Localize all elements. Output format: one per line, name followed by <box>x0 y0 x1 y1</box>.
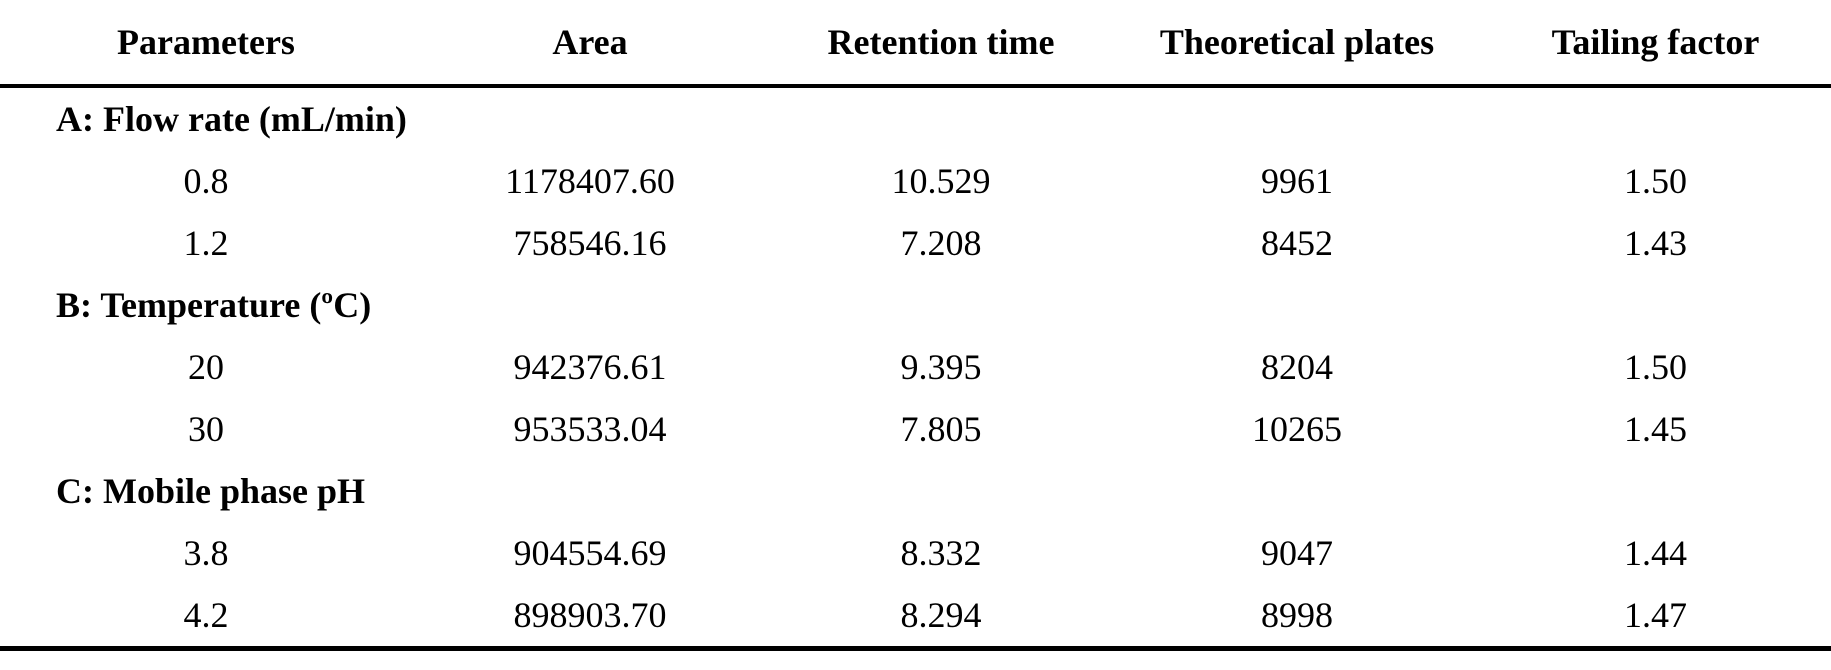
column-header-retention-time: Retention time <box>768 0 1114 88</box>
table-row: 1.2 758546.16 7.208 8452 1.43 <box>0 212 1831 274</box>
cell-theoretical-plates: 9047 <box>1261 533 1333 573</box>
cell-area: 942376.61 <box>513 347 667 387</box>
cell-parameter: 0.8 <box>183 161 229 201</box>
table-row: 30 953533.04 7.805 10265 1.45 <box>0 398 1831 460</box>
cell-parameter: 1.2 <box>183 223 229 263</box>
cell-parameter: 30 <box>188 409 224 449</box>
section-label: C: Mobile phase pH <box>56 471 366 511</box>
cell-retention-time: 9.395 <box>900 347 982 387</box>
header-row: Parameters Area Retention time Theoretic… <box>0 0 1831 88</box>
cell-retention-time: 10.529 <box>891 161 991 201</box>
cell-area: 904554.69 <box>513 533 667 573</box>
cell-area: 898903.70 <box>513 595 667 635</box>
cell-theoretical-plates: 8998 <box>1261 595 1333 635</box>
table-bottom-rule <box>0 646 1831 653</box>
table-row: 0.8 1178407.60 10.529 9961 1.50 <box>0 150 1831 212</box>
section-row-mobile-phase-ph: C: Mobile phase pH <box>0 460 1831 522</box>
cell-tailing-factor: 1.43 <box>1624 223 1687 263</box>
cell-parameter: 4.2 <box>183 595 229 635</box>
cell-theoretical-plates: 8204 <box>1261 347 1333 387</box>
column-header-parameters: Parameters <box>0 0 412 88</box>
cell-retention-time: 8.294 <box>900 595 982 635</box>
table-row: 20 942376.61 9.395 8204 1.50 <box>0 336 1831 398</box>
table-row: 4.2 898903.70 8.294 8998 1.47 <box>0 584 1831 649</box>
cell-parameter: 3.8 <box>183 533 229 573</box>
column-header-theoretical-plates: Theoretical plates <box>1114 0 1480 88</box>
section-label: A: Flow rate (mL/min) <box>56 99 407 139</box>
validation-parameters-table: Parameters Area Retention time Theoretic… <box>0 0 1831 653</box>
section-label: B: Temperature (ºC) <box>56 285 372 325</box>
cell-tailing-factor: 1.47 <box>1624 595 1687 635</box>
cell-retention-time: 7.208 <box>900 223 982 263</box>
cell-theoretical-plates: 8452 <box>1261 223 1333 263</box>
column-header-area: Area <box>412 0 768 88</box>
cell-theoretical-plates: 10265 <box>1252 409 1342 449</box>
cell-theoretical-plates: 9961 <box>1261 161 1333 201</box>
cell-tailing-factor: 1.50 <box>1624 347 1687 387</box>
cell-retention-time: 7.805 <box>900 409 982 449</box>
cell-tailing-factor: 1.50 <box>1624 161 1687 201</box>
cell-area: 1178407.60 <box>505 161 675 201</box>
cell-area: 953533.04 <box>513 409 667 449</box>
table-row: 3.8 904554.69 8.332 9047 1.44 <box>0 522 1831 584</box>
section-row-temperature: B: Temperature (ºC) <box>0 274 1831 336</box>
cell-tailing-factor: 1.44 <box>1624 533 1687 573</box>
cell-area: 758546.16 <box>513 223 667 263</box>
cell-retention-time: 8.332 <box>900 533 982 573</box>
column-header-tailing-factor: Tailing factor <box>1480 0 1831 88</box>
cell-tailing-factor: 1.45 <box>1624 409 1687 449</box>
section-row-flow-rate: A: Flow rate (mL/min) <box>0 86 1831 150</box>
cell-parameter: 20 <box>188 347 224 387</box>
